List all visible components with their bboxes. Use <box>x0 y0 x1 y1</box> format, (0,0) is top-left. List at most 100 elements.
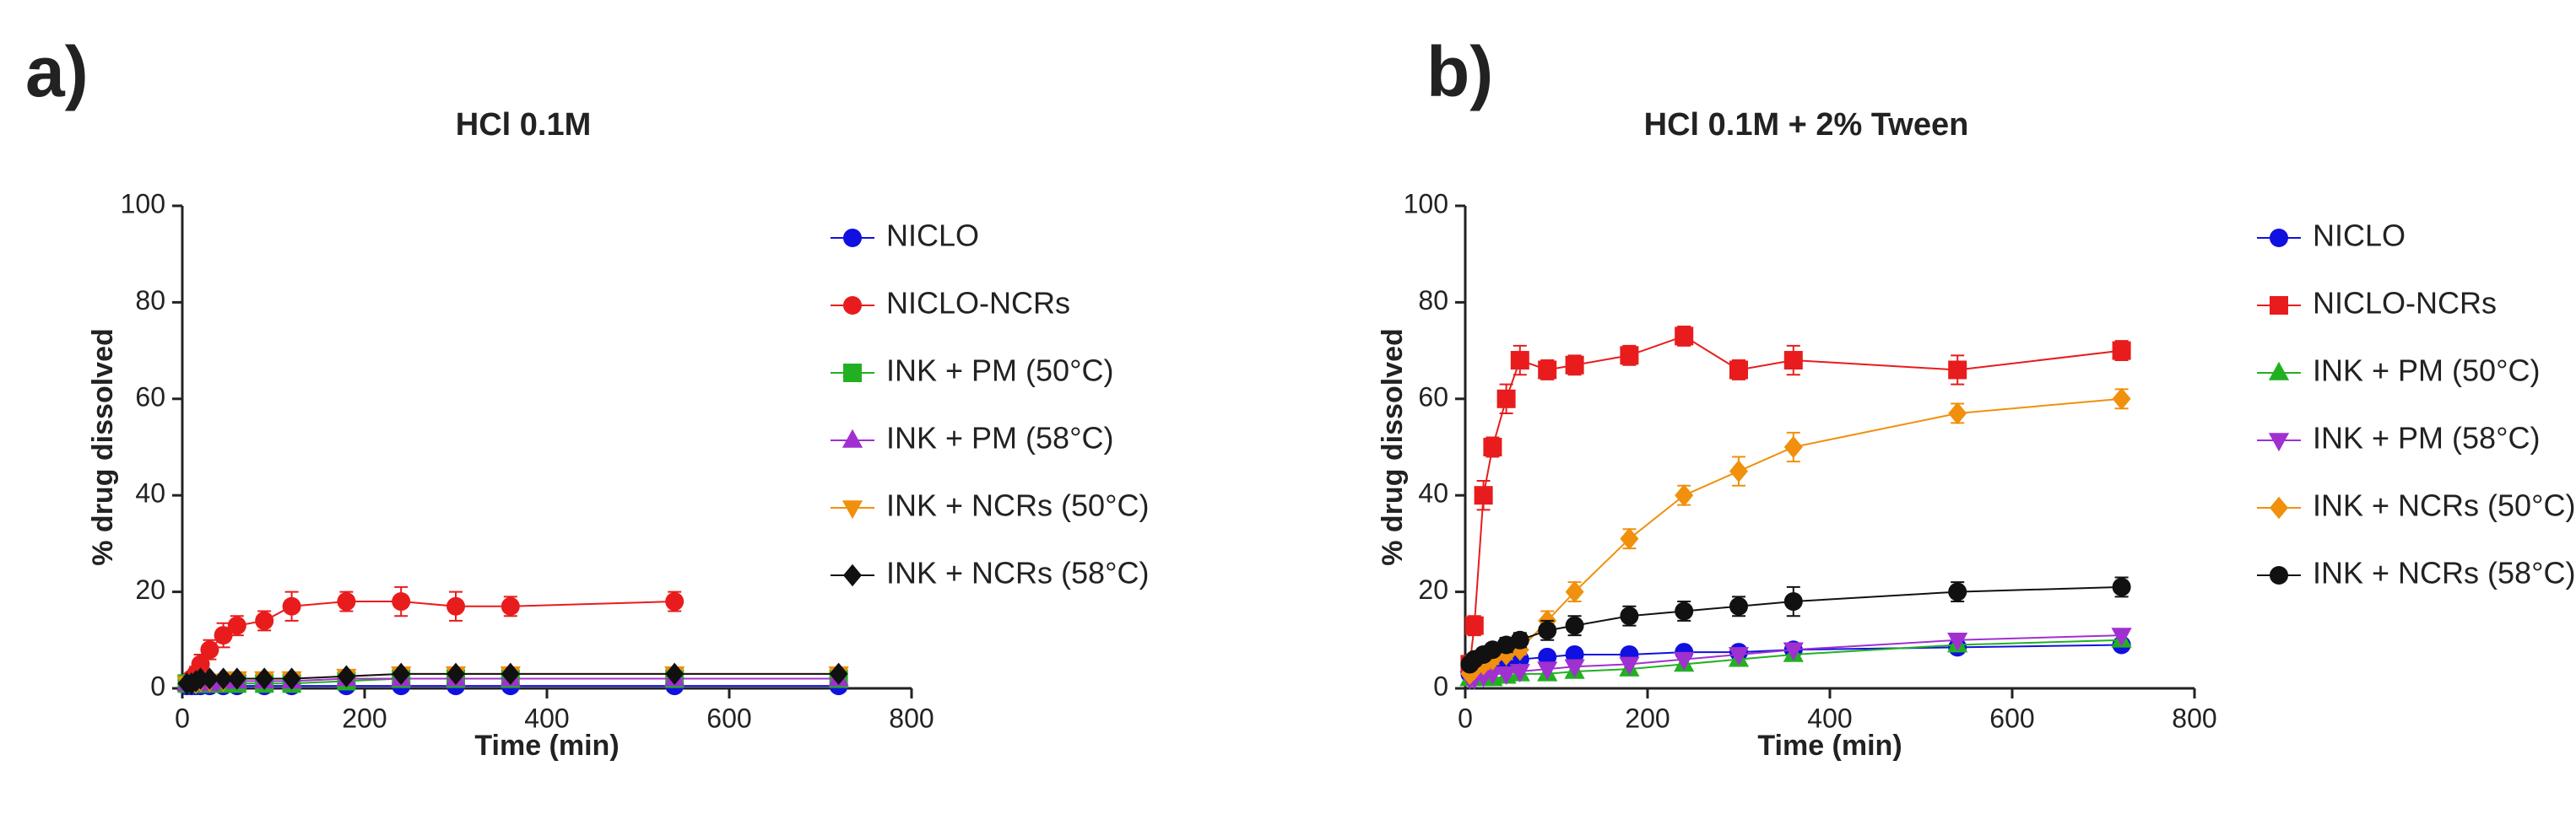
marker <box>255 667 274 690</box>
x-axis-title: Time (min) <box>474 730 619 762</box>
marker <box>1482 666 1503 686</box>
marker <box>842 500 863 520</box>
marker <box>1948 402 1967 425</box>
marker <box>1565 580 1584 603</box>
y-axis-title: % drug dissolved <box>1377 328 1409 566</box>
marker <box>1565 355 1584 375</box>
marker <box>1474 486 1493 505</box>
marker <box>1674 651 1695 671</box>
marker <box>337 665 356 688</box>
marker <box>2270 566 2288 585</box>
marker <box>1947 633 1968 651</box>
marker <box>1728 647 1750 666</box>
marker <box>1565 616 1584 635</box>
marker <box>665 592 685 612</box>
x-tick-label: 800 <box>889 703 934 733</box>
y-tick-label: 0 <box>1433 671 1448 701</box>
marker <box>337 592 356 612</box>
x-tick-label: 400 <box>524 703 569 733</box>
y-tick-label: 60 <box>135 381 165 412</box>
marker <box>1496 666 1517 686</box>
y-tick-label: 0 <box>150 671 165 701</box>
legend-label: INK + NCRs (50°C) <box>2313 488 2575 523</box>
marker <box>392 662 411 686</box>
marker <box>1948 360 1967 380</box>
marker <box>282 596 301 616</box>
marker <box>1538 360 1557 380</box>
marker <box>200 640 219 660</box>
x-tick-label: 600 <box>706 703 751 733</box>
y-tick-label: 40 <box>1418 478 1448 509</box>
marker <box>1510 351 1529 370</box>
marker <box>829 662 848 686</box>
marker <box>1675 601 1694 621</box>
marker <box>1729 360 1748 380</box>
marker <box>2112 577 2131 596</box>
marker <box>2270 496 2288 520</box>
marker <box>1538 621 1557 640</box>
legend-label: INK + PM (58°C) <box>886 421 1113 456</box>
x-tick-label: 600 <box>1989 703 2034 733</box>
legend-label: INK + PM (50°C) <box>2313 353 2540 388</box>
marker <box>1564 659 1585 678</box>
y-tick-label: 20 <box>1418 574 1448 605</box>
marker <box>1620 607 1639 626</box>
marker <box>2112 387 2131 410</box>
chart-title: HCl 0.1M <box>456 107 591 143</box>
marker <box>501 662 520 686</box>
x-tick-label: 400 <box>1807 703 1852 733</box>
y-tick-label: 20 <box>135 574 165 605</box>
marker <box>1783 642 1804 661</box>
marker <box>1620 346 1639 365</box>
marker <box>843 229 862 247</box>
marker <box>446 662 465 686</box>
y-tick-label: 100 <box>1404 188 1448 218</box>
legend-label: NICLO <box>2313 218 2406 253</box>
chart-title: HCl 0.1M + 2% Tween <box>1644 107 1969 143</box>
x-tick-label: 800 <box>2172 703 2216 733</box>
y-tick-label: 100 <box>121 188 165 218</box>
marker <box>1537 661 1558 681</box>
marker <box>1675 484 1694 507</box>
y-tick-label: 80 <box>1418 285 1448 315</box>
marker <box>1496 389 1516 408</box>
marker <box>1948 582 1967 601</box>
marker <box>2268 361 2290 380</box>
legend-label: NICLO <box>886 218 979 253</box>
marker <box>843 563 862 587</box>
marker <box>1783 351 1803 370</box>
marker <box>1620 527 1639 550</box>
x-axis-title: Time (min) <box>1757 730 1902 762</box>
marker <box>2111 628 2132 647</box>
marker <box>2268 433 2290 452</box>
x-tick-label: 0 <box>1458 703 1473 733</box>
marker <box>2112 341 2131 360</box>
marker <box>1783 592 1803 612</box>
marker <box>1464 616 1484 635</box>
panel-label: a) <box>25 32 89 111</box>
series-line <box>1469 335 2122 665</box>
marker <box>1510 630 1529 650</box>
panel-label: b) <box>1426 32 1493 111</box>
marker <box>227 667 246 690</box>
marker <box>843 296 862 315</box>
marker <box>255 611 274 630</box>
legend-label: INK + NCRs (58°C) <box>2313 556 2575 590</box>
x-tick-label: 200 <box>342 703 387 733</box>
legend-label: INK + NCRs (50°C) <box>886 488 1149 523</box>
marker <box>282 667 301 690</box>
marker <box>1483 648 1502 671</box>
legend-label: INK + PM (58°C) <box>2313 421 2540 456</box>
marker <box>392 592 411 612</box>
marker <box>842 429 863 448</box>
marker <box>2270 229 2288 247</box>
marker <box>200 667 219 690</box>
marker <box>446 596 465 616</box>
marker <box>1675 326 1694 346</box>
y-tick-label: 60 <box>1418 381 1448 412</box>
x-tick-label: 200 <box>1625 703 1670 733</box>
marker <box>1783 435 1803 459</box>
marker <box>1496 643 1516 666</box>
marker <box>227 616 246 635</box>
